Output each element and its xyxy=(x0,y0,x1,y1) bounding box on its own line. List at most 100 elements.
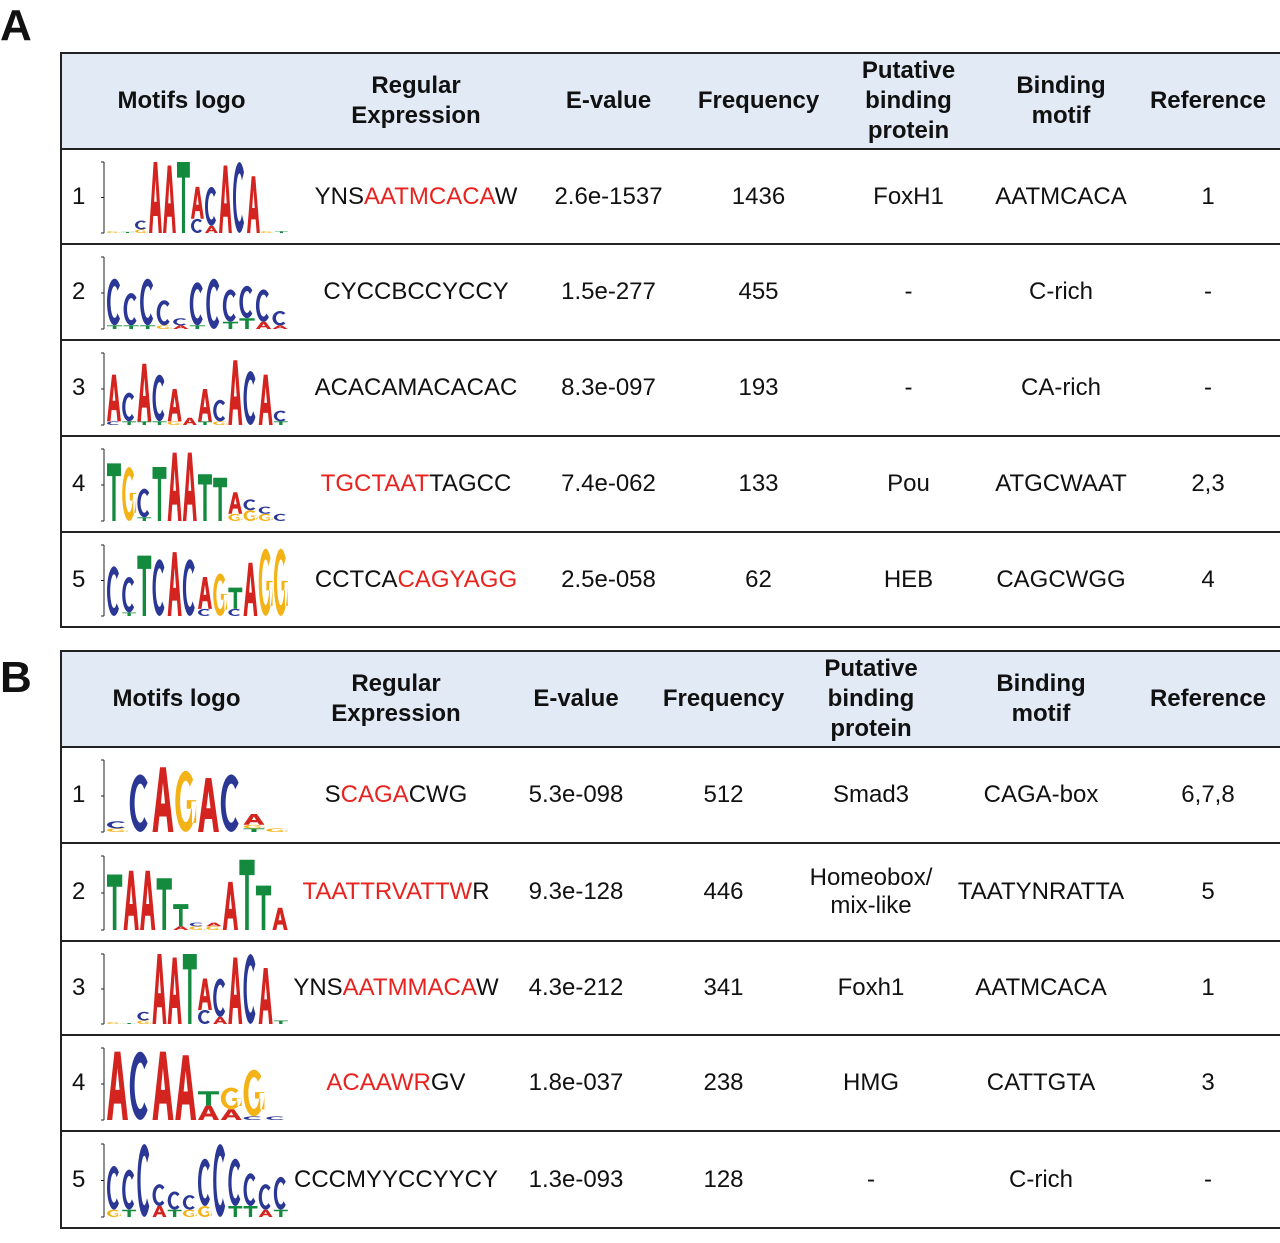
table-row: 3 YNSAATMMACAW 4.3e-212 341 Foxh1 AATMCACA 1 xyxy=(61,941,1280,1036)
logo-letter-T xyxy=(137,517,152,521)
logo-letter-T xyxy=(107,325,123,329)
logo-letter-T xyxy=(121,231,134,233)
logo-letter-G xyxy=(107,231,120,233)
logo-letter-G xyxy=(266,828,288,832)
logo-letter-A xyxy=(167,957,182,1024)
logo-letter-A xyxy=(167,452,182,521)
frequency: 512 xyxy=(651,747,796,844)
frequency: 62 xyxy=(686,532,831,628)
logo-letter-G xyxy=(258,548,273,616)
logo-letter-C xyxy=(239,285,253,319)
logo-letter-G xyxy=(243,510,258,521)
logo-letter-A xyxy=(213,1017,228,1024)
logo-letter-A xyxy=(206,922,222,927)
logo-letter-C xyxy=(152,1184,165,1207)
motif-logo-cell: 3 xyxy=(61,340,301,437)
regex-segment: ACACAMACACAC xyxy=(314,374,518,401)
regex-segment: YNS xyxy=(293,974,343,1001)
logo-letter-T xyxy=(137,421,152,425)
logo-letter-T xyxy=(275,231,288,233)
logo-letter-A xyxy=(243,562,258,616)
logo-letter-C xyxy=(220,774,239,832)
logo-letter-A xyxy=(173,926,189,930)
row-number: 1 xyxy=(72,781,86,808)
logo-letter-A xyxy=(205,225,218,233)
logo-axis xyxy=(101,1143,105,1218)
logo-letter-C xyxy=(266,1116,285,1120)
logo-letter-A xyxy=(123,870,139,930)
logo-letter-T xyxy=(198,421,212,425)
logo-letter-C xyxy=(182,1195,195,1210)
binding-motif: AATMCACA xyxy=(986,149,1136,245)
logo-letter-C xyxy=(173,318,187,326)
column-header: Binding motif xyxy=(986,52,1136,150)
logo-letter-A xyxy=(167,389,182,422)
logo-letter-C xyxy=(228,608,241,616)
logo-letter-A xyxy=(228,957,243,1024)
logo-letter-C xyxy=(213,1144,226,1217)
logo-letter-A xyxy=(247,176,260,233)
logo-letter-C xyxy=(198,1010,210,1024)
logo-letter-C xyxy=(137,1011,150,1021)
column-header: Regular Expression xyxy=(301,52,531,150)
e-value: 2.5e-058 xyxy=(531,532,686,628)
e-value: 1.8e-037 xyxy=(501,1035,651,1132)
logo-letter-A xyxy=(228,360,243,425)
binding-protein: Smad3 xyxy=(796,747,946,844)
logo-letter-C xyxy=(191,218,202,233)
frequency: 238 xyxy=(651,1035,796,1132)
logo-letter-G xyxy=(261,231,274,233)
logo-letter-C xyxy=(135,220,146,230)
table-row: 4 TGCTAATTAGCC 7.4e-062 133 Pou ATGCWAAT 2,3 xyxy=(61,436,1280,533)
logo-letter-G xyxy=(198,1206,212,1217)
logo-axis xyxy=(101,352,105,426)
motif-logo xyxy=(101,1143,288,1218)
logo-letter-C xyxy=(273,513,286,521)
logo-letter-A xyxy=(220,1109,242,1120)
table-row: 1 SCAGACWG 5.3e-098 512 Smad3 CAGA-box 6,7,8 xyxy=(61,747,1280,844)
logo-letter-C xyxy=(213,978,226,1017)
motif-logo-cell: 3 xyxy=(61,941,291,1036)
frequency: 1436 xyxy=(686,149,831,245)
column-header: Frequency xyxy=(686,52,831,150)
logo-letter-C xyxy=(243,954,256,1024)
reference: 3 xyxy=(1136,1035,1280,1132)
logo-letter-G xyxy=(156,325,172,329)
column-header: Reference xyxy=(1136,650,1280,748)
logo-letter-T xyxy=(239,859,255,930)
motif-logo-cell: 2 xyxy=(61,843,291,942)
logo-letter-G xyxy=(228,513,243,521)
regex-segment: YNS xyxy=(314,182,364,210)
motif-logo xyxy=(101,352,288,426)
logo-letter-T xyxy=(198,474,212,521)
logo-letter-A xyxy=(258,968,273,1024)
logo-letter-C xyxy=(243,1173,256,1207)
row-number: 5 xyxy=(72,565,86,593)
logo-letter-A xyxy=(255,321,272,329)
logo-letter-C xyxy=(140,278,154,326)
binding-motif: CATTGTA xyxy=(946,1035,1136,1132)
regex-segment: R xyxy=(472,878,490,905)
table-row: 5 CCCMYYCCYYCY 1.3e-093 128- C-rich - xyxy=(61,1131,1280,1229)
logo-axis xyxy=(101,544,105,617)
logo-letter-A xyxy=(163,165,176,233)
regex-segment: W xyxy=(494,182,518,210)
logo-letter-C xyxy=(233,162,244,233)
logo-letter-T xyxy=(189,325,205,329)
logo-letter-G xyxy=(206,926,222,930)
logo-letter-T xyxy=(107,874,123,930)
logo-letter-A xyxy=(198,978,212,1010)
logo-letter-A xyxy=(137,363,152,422)
logo-letter-A xyxy=(167,552,182,616)
logo-letter-T xyxy=(222,321,239,329)
logo-letter-C xyxy=(137,488,150,518)
table-row: 2 TAATTRVATTWR 9.3e-128 446 Homeobox/ mix-li… xyxy=(61,843,1280,942)
logo-letter-C xyxy=(152,559,165,616)
column-header: Binding motif xyxy=(946,650,1136,748)
table-row: 1 YNSAATMCACAW 2.6e-1537 1436 FoxH1 AATMCACA 1 xyxy=(61,149,1280,245)
regex-highlight: TAATTRVATTW xyxy=(302,878,473,905)
motif-logo xyxy=(101,544,288,617)
logo-letter-A xyxy=(107,374,121,422)
e-value: 8.3e-097 xyxy=(531,340,686,437)
